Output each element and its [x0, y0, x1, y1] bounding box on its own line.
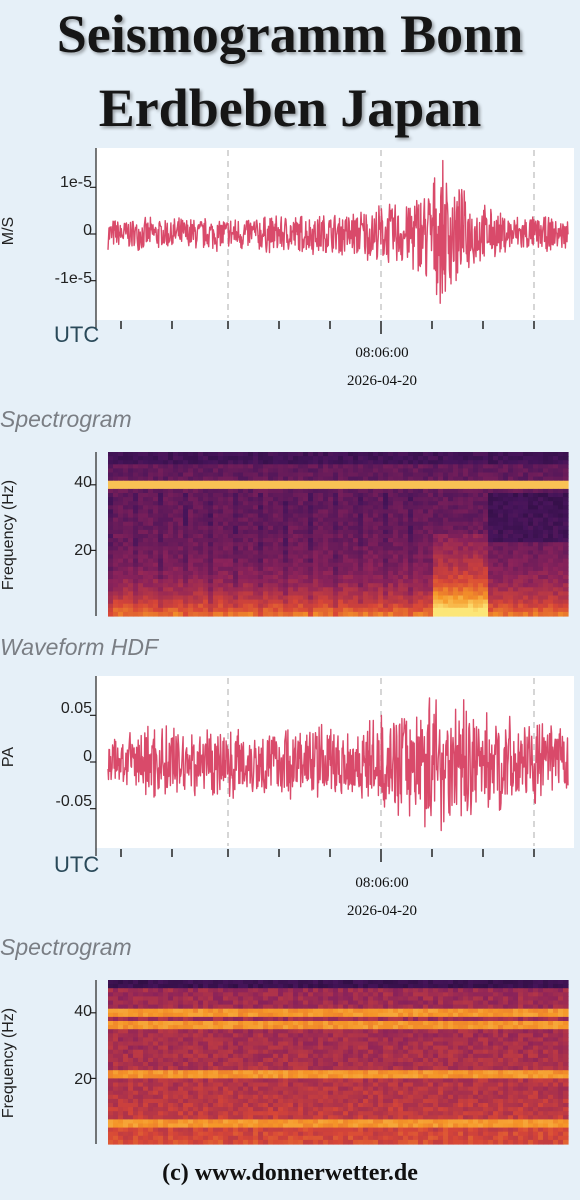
x-tick-time: 08:06:00	[355, 875, 409, 891]
y-tick-label: -0.05	[55, 793, 92, 810]
y-tick-label: 20	[74, 542, 92, 559]
y-tick-label: 0.05	[60, 700, 92, 717]
waveform-1-svg	[90, 148, 569, 334]
x-axis-label-utc: UTC	[54, 852, 100, 877]
section-label-spectrogram-1: Spectrogram	[0, 406, 132, 432]
y-tick-label: 1e-5	[59, 174, 92, 191]
spectrogram-cells	[108, 452, 569, 617]
section-label-spectrogram-2: Spectrogram	[0, 934, 132, 960]
y-tick-label: 0	[83, 748, 92, 765]
y-tick-label: 40	[74, 474, 92, 491]
x-tick-date: 2026-04-20	[347, 903, 417, 919]
waveform-line	[107, 159, 569, 304]
section-label-waveform-hdf: Waveform HDF	[0, 634, 159, 660]
title-line-1: Seismogramm Bonn	[56, 4, 524, 64]
spectrogram-2-svg	[90, 980, 569, 1145]
y-tick-label: 40	[74, 1003, 92, 1020]
y-tick-label: 20	[74, 1071, 92, 1088]
footer-copyright: (c) www.donnerwetter.de	[162, 1160, 418, 1186]
y-tick-label: 0	[83, 222, 92, 239]
waveform-2-svg	[90, 676, 569, 862]
y-tick-label: -1e-5	[54, 270, 92, 287]
x-tick-time: 08:06:00	[355, 345, 409, 361]
waveform-line	[107, 697, 569, 832]
x-axis-label-utc: UTC	[54, 322, 100, 347]
x-tick-date: 2026-04-20	[347, 373, 417, 389]
spectrogram-1-svg	[90, 452, 569, 617]
title-line-2: Erdbeben Japan	[98, 78, 482, 138]
spectrogram-cells	[108, 980, 569, 1145]
